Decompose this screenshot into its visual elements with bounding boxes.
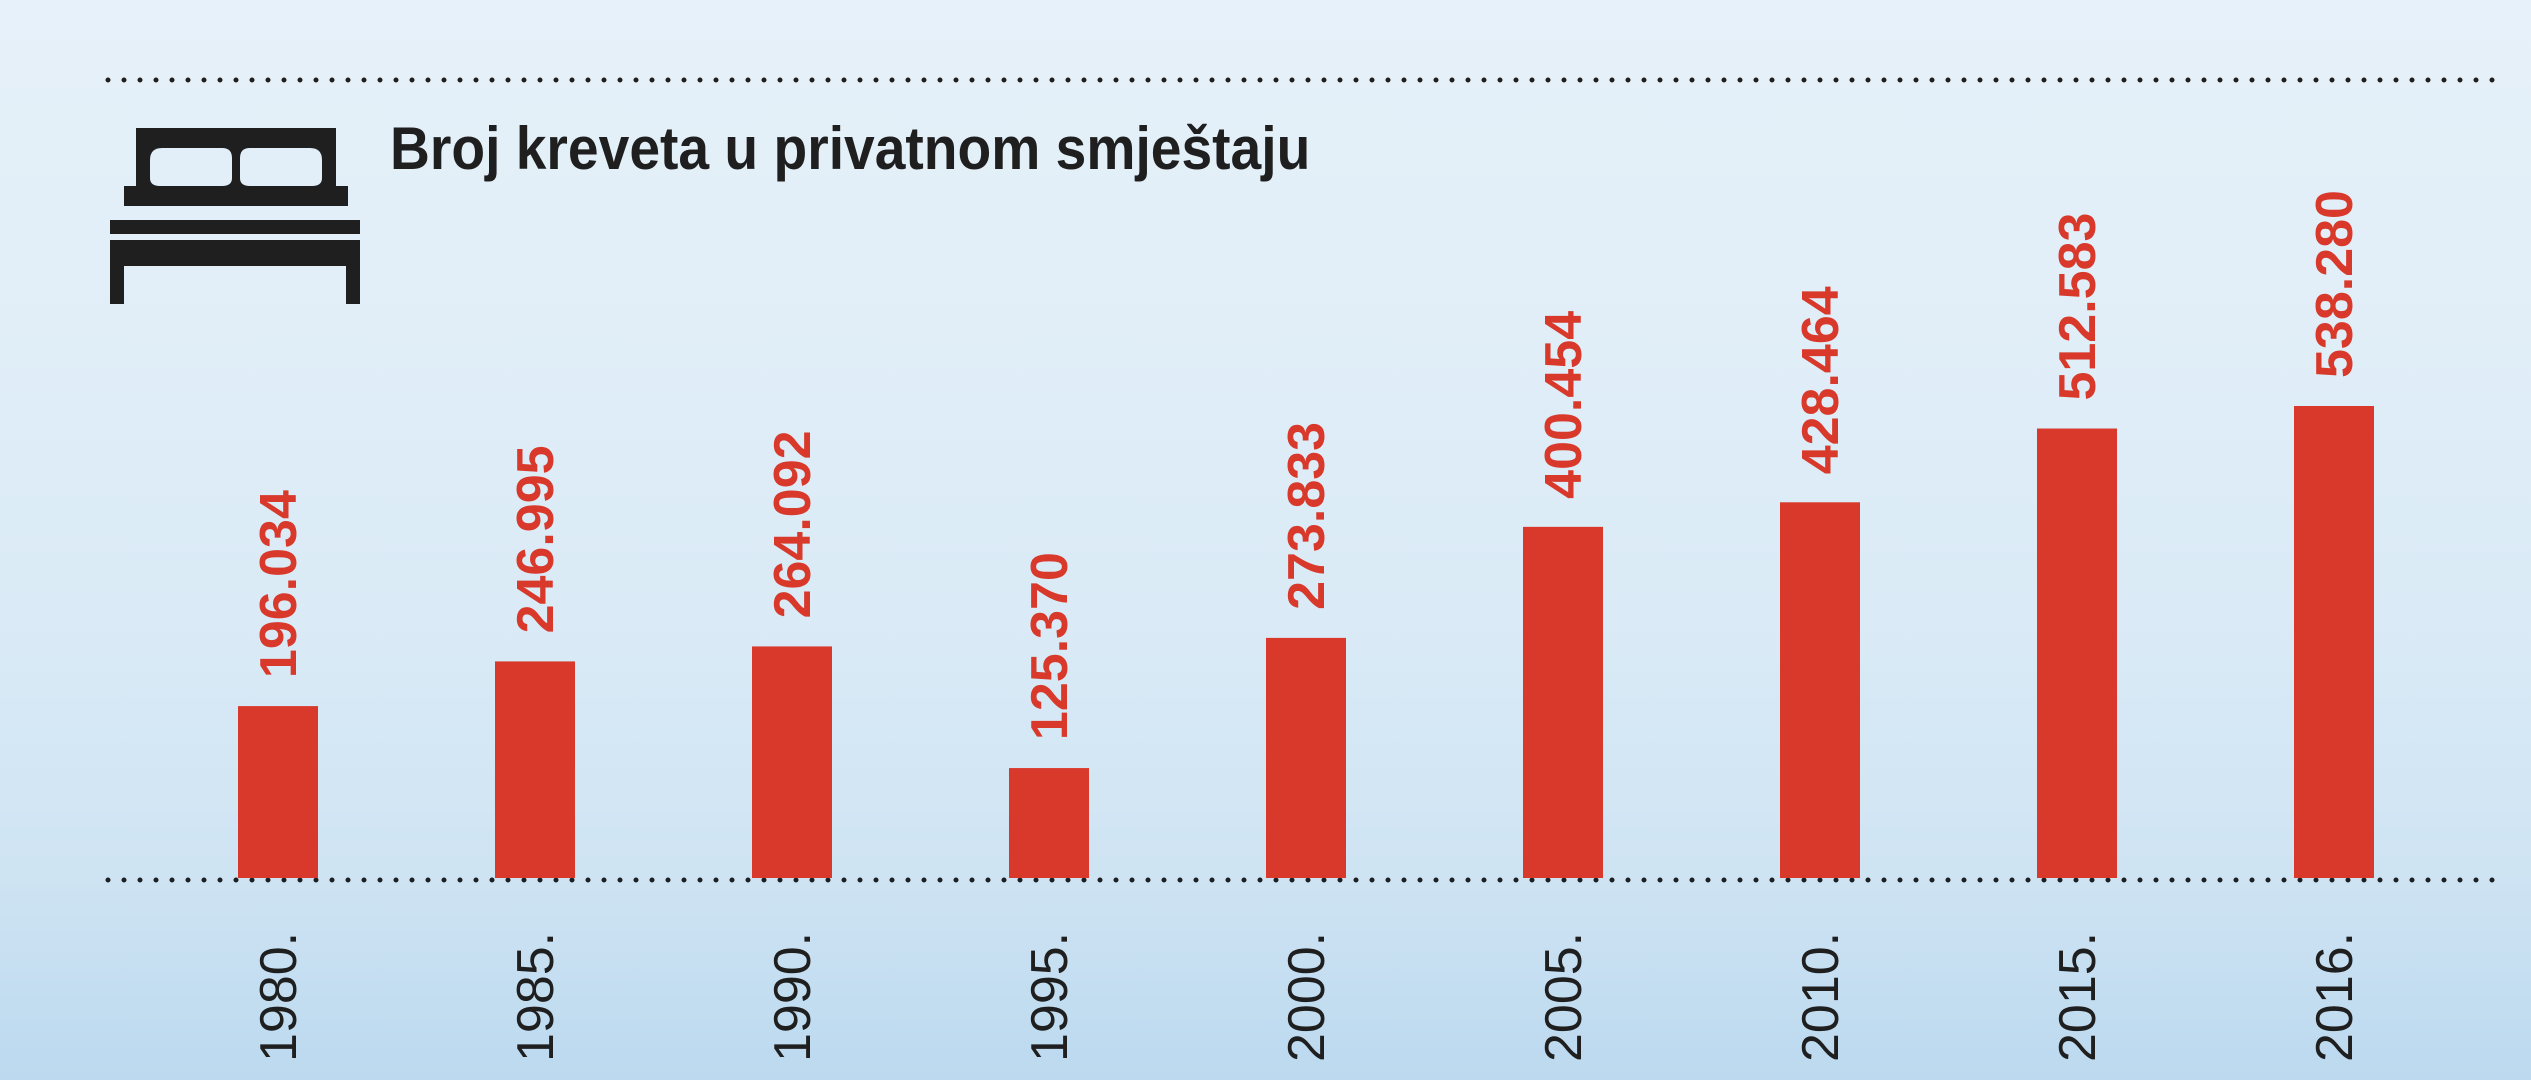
bar-1995: [1009, 768, 1089, 878]
bar-1980: [238, 706, 318, 878]
value-label-2000: 273.833: [1278, 422, 1336, 610]
tick-label-2016: 2016.: [2306, 932, 2364, 1062]
chart-title: Broj kreveta u privatnom smještaju: [390, 115, 1311, 182]
value-label-2016: 538.280: [2306, 190, 2364, 378]
tick-label-2005: 2005.: [1535, 932, 1593, 1062]
bar-1990: [752, 646, 832, 878]
value-label-1995: 125.370: [1021, 552, 1079, 740]
value-label-1980: 196.034: [250, 490, 308, 678]
value-label-1990: 264.092: [764, 430, 822, 618]
bed-icon: [110, 128, 360, 304]
tick-label-1995: 1995.: [1021, 932, 1079, 1062]
bar-2016: [2294, 406, 2374, 878]
value-label-2015: 512.583: [2049, 213, 2107, 401]
value-label-2005: 400.454: [1535, 311, 1593, 499]
value-label-2010: 428.464: [1792, 286, 1850, 474]
tick-label-1980: 1980.: [250, 932, 308, 1062]
bars-group: [238, 406, 2374, 878]
tick-label-2015: 2015.: [2049, 932, 2107, 1062]
bar-2015: [2037, 428, 2117, 878]
bar-2000: [1266, 637, 1346, 878]
value-label-1985: 246.995: [507, 445, 565, 633]
bar-1985: [495, 661, 575, 878]
tick-label-1990: 1990.: [764, 932, 822, 1062]
tick-label-2010: 2010.: [1792, 932, 1850, 1062]
tick-label-2000: 2000.: [1278, 932, 1336, 1062]
value-labels-group: 196.034 246.995 264.092 125.370 273.833 400.4…: [250, 190, 2364, 740]
bar-2005: [1523, 526, 1603, 878]
bar-2010: [1780, 502, 1860, 878]
tick-labels-group: 1980. 1985. 1990. 1995. 2000. 2005. 2010. 2015.…: [250, 932, 2364, 1062]
tick-label-1985: 1985.: [507, 932, 565, 1062]
